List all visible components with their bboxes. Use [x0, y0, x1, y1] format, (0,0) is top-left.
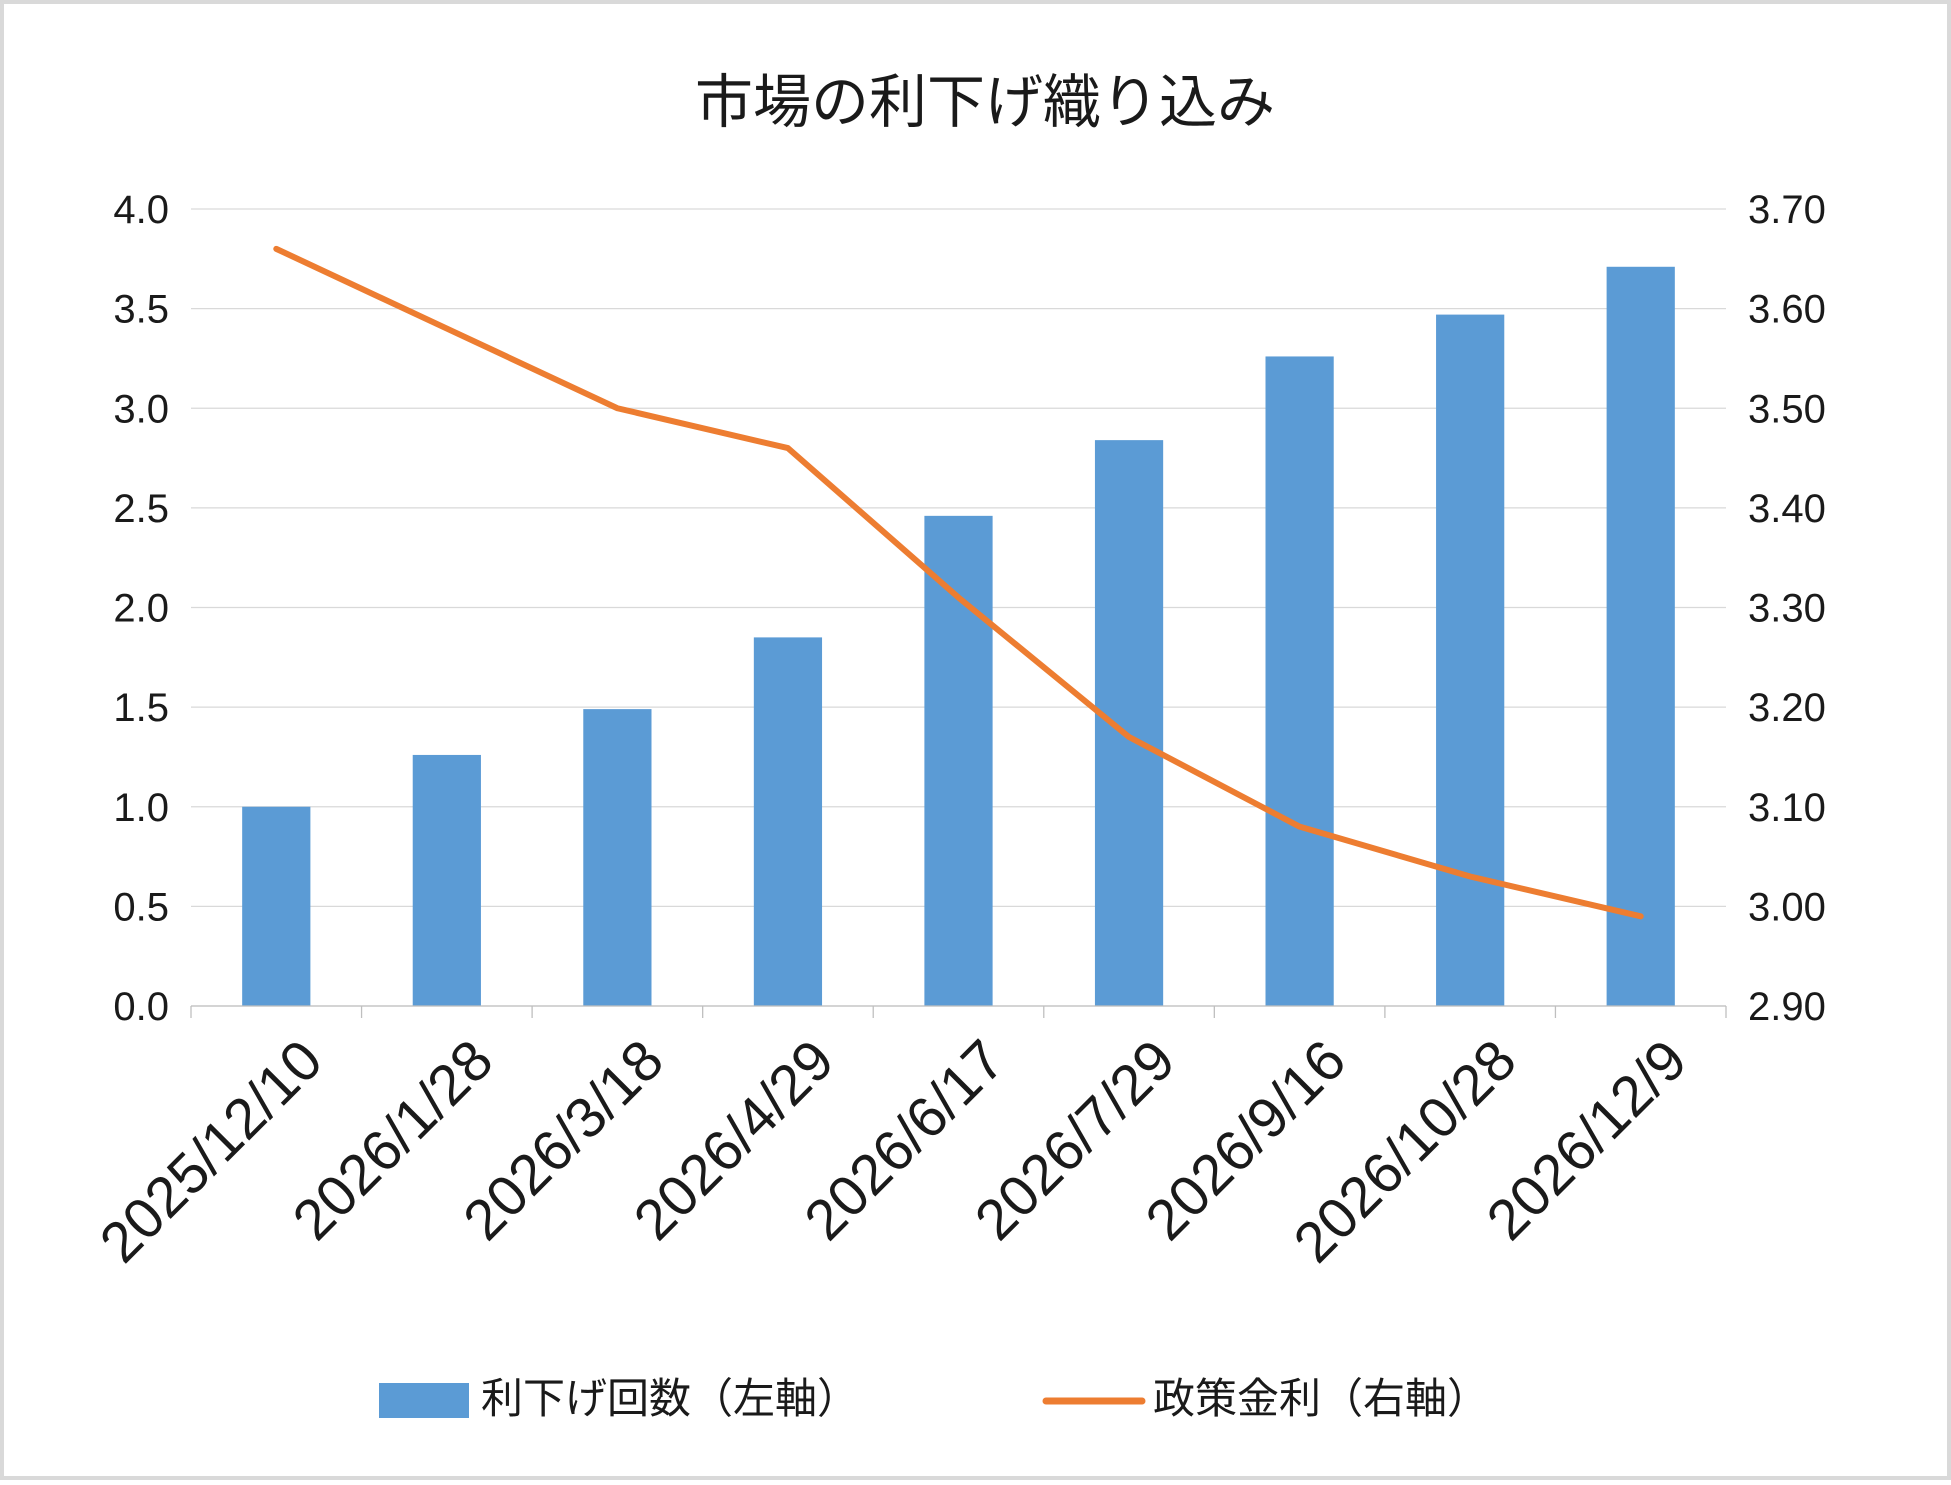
svg-text:3.60: 3.60: [1748, 288, 1826, 332]
svg-text:政策金利（右軸）: 政策金利（右軸）: [1153, 1365, 1489, 1426]
svg-text:1.5: 1.5: [113, 686, 169, 730]
svg-text:0.5: 0.5: [113, 885, 169, 929]
svg-text:2.5: 2.5: [113, 487, 169, 531]
svg-text:4.0: 4.0: [113, 188, 169, 232]
svg-text:0.0: 0.0: [113, 985, 169, 1029]
svg-text:3.50: 3.50: [1748, 387, 1826, 431]
svg-text:3.10: 3.10: [1748, 786, 1826, 830]
svg-text:3.00: 3.00: [1748, 885, 1826, 929]
svg-text:2.0: 2.0: [113, 587, 169, 631]
svg-text:3.30: 3.30: [1748, 587, 1826, 631]
svg-text:2.90: 2.90: [1748, 985, 1826, 1029]
svg-text:3.5: 3.5: [113, 288, 169, 332]
svg-text:市場の利下げ織り込み: 市場の利下げ織り込み: [695, 55, 1275, 139]
svg-text:3.0: 3.0: [113, 387, 169, 431]
svg-text:3.70: 3.70: [1748, 188, 1826, 232]
svg-text:1.0: 1.0: [113, 786, 169, 830]
svg-text:3.20: 3.20: [1748, 686, 1826, 730]
svg-text:利下げ回数（左軸）: 利下げ回数（左軸）: [481, 1365, 859, 1426]
svg-text:3.40: 3.40: [1748, 487, 1826, 531]
